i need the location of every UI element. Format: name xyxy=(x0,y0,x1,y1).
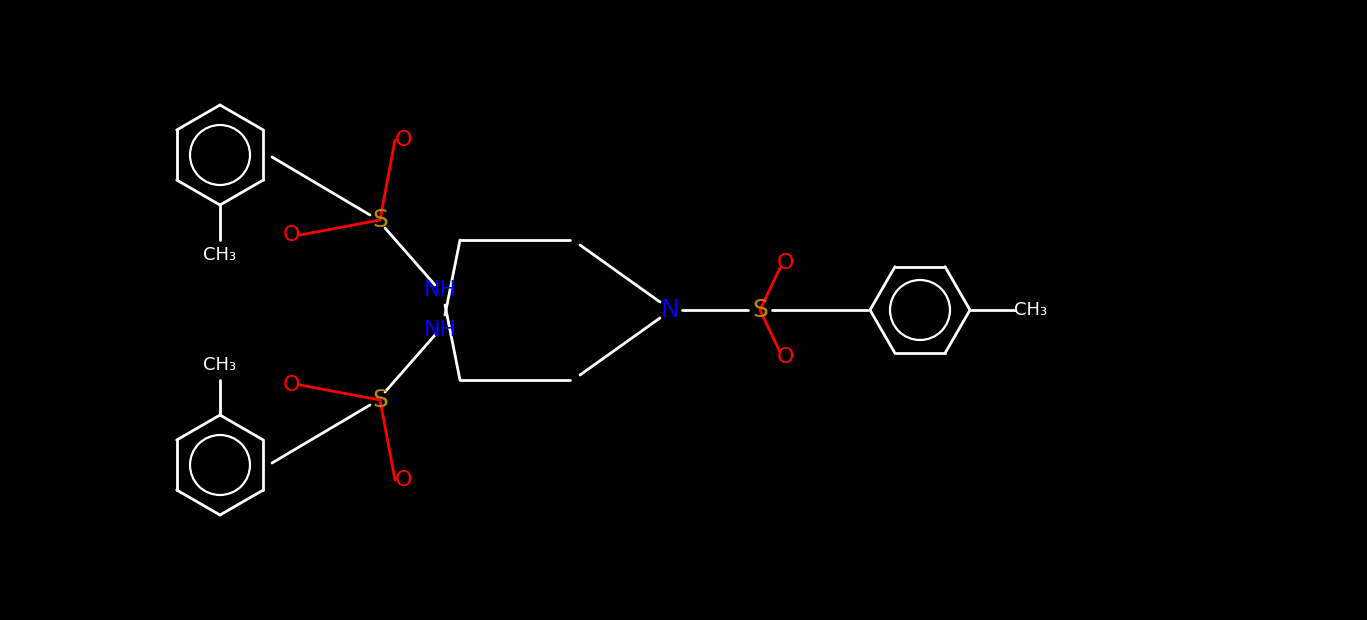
Text: O: O xyxy=(776,347,794,367)
Text: NH: NH xyxy=(424,320,457,340)
Text: N: N xyxy=(660,298,679,322)
Text: CH₃: CH₃ xyxy=(204,356,236,374)
Text: O: O xyxy=(394,130,411,150)
Text: CH₃: CH₃ xyxy=(1014,301,1047,319)
Text: O: O xyxy=(283,375,301,395)
Text: S: S xyxy=(752,298,768,322)
Text: O: O xyxy=(394,470,411,490)
Text: S: S xyxy=(372,208,388,232)
Text: O: O xyxy=(283,225,301,245)
Text: S: S xyxy=(372,388,388,412)
Text: NH: NH xyxy=(424,280,457,300)
Text: CH₃: CH₃ xyxy=(204,246,236,264)
Text: O: O xyxy=(776,253,794,273)
